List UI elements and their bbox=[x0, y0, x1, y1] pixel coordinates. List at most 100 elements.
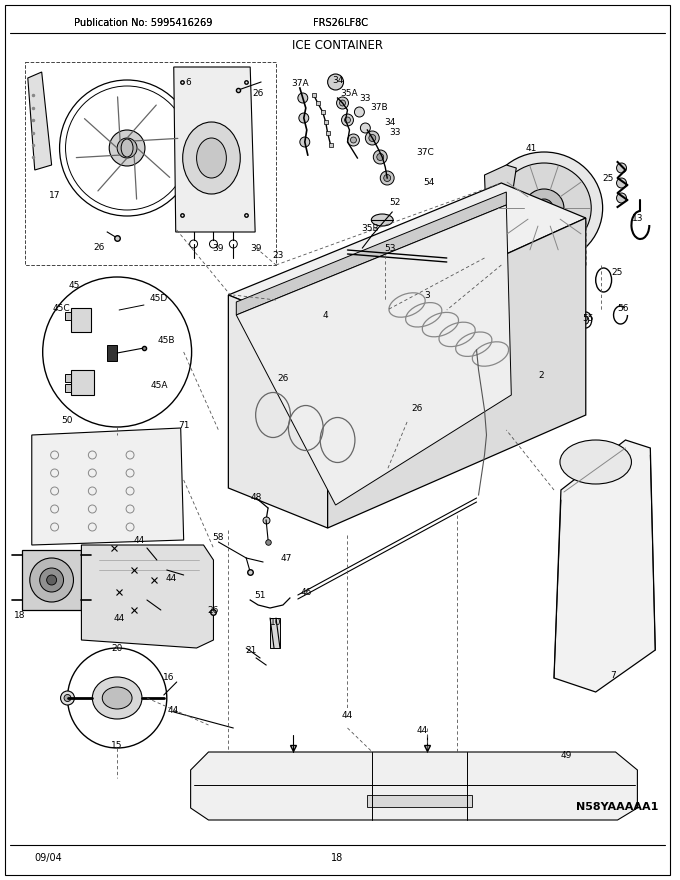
Text: 13: 13 bbox=[632, 214, 643, 223]
Circle shape bbox=[298, 93, 308, 103]
Circle shape bbox=[617, 163, 626, 173]
Text: 18: 18 bbox=[331, 853, 343, 863]
Text: 25: 25 bbox=[602, 173, 613, 182]
Ellipse shape bbox=[497, 163, 591, 253]
Polygon shape bbox=[65, 384, 71, 392]
Text: 18: 18 bbox=[14, 611, 26, 620]
Text: 44: 44 bbox=[114, 613, 124, 622]
Text: 3: 3 bbox=[424, 290, 430, 299]
Text: 7: 7 bbox=[611, 671, 617, 679]
Text: 44: 44 bbox=[133, 536, 145, 545]
Ellipse shape bbox=[102, 687, 132, 709]
Circle shape bbox=[43, 277, 192, 427]
Text: 53: 53 bbox=[384, 244, 396, 253]
Circle shape bbox=[190, 240, 198, 248]
Ellipse shape bbox=[535, 199, 553, 217]
Text: 71: 71 bbox=[178, 421, 190, 429]
Text: 44: 44 bbox=[165, 574, 176, 583]
Polygon shape bbox=[236, 192, 507, 315]
Polygon shape bbox=[65, 374, 71, 382]
Text: 16: 16 bbox=[163, 672, 175, 681]
Text: 4: 4 bbox=[323, 311, 328, 319]
Text: 37A: 37A bbox=[291, 78, 309, 87]
Text: 54: 54 bbox=[423, 178, 435, 187]
Text: 26: 26 bbox=[277, 373, 288, 383]
Circle shape bbox=[60, 80, 194, 216]
Ellipse shape bbox=[92, 677, 142, 719]
Text: 26: 26 bbox=[208, 605, 219, 614]
Ellipse shape bbox=[30, 558, 73, 602]
Circle shape bbox=[360, 123, 371, 133]
Polygon shape bbox=[228, 295, 328, 528]
Polygon shape bbox=[32, 428, 184, 545]
Text: 55: 55 bbox=[582, 313, 594, 322]
Text: 45D: 45D bbox=[150, 294, 168, 303]
Text: 49: 49 bbox=[560, 751, 572, 759]
Text: 26: 26 bbox=[94, 243, 105, 252]
Text: 48: 48 bbox=[250, 493, 262, 502]
Circle shape bbox=[377, 153, 384, 160]
Ellipse shape bbox=[486, 152, 602, 264]
Ellipse shape bbox=[183, 122, 240, 194]
Text: 21: 21 bbox=[245, 646, 257, 655]
Circle shape bbox=[380, 171, 394, 185]
Bar bbox=[22, 550, 82, 610]
Circle shape bbox=[109, 130, 145, 166]
Circle shape bbox=[369, 135, 376, 142]
Ellipse shape bbox=[371, 214, 393, 226]
Text: 20: 20 bbox=[112, 643, 123, 652]
Circle shape bbox=[617, 178, 626, 188]
Bar bbox=[367, 795, 472, 807]
Circle shape bbox=[341, 114, 354, 126]
Text: 37B: 37B bbox=[371, 102, 388, 112]
Text: 37C: 37C bbox=[416, 148, 434, 157]
Text: 33: 33 bbox=[390, 128, 401, 136]
Circle shape bbox=[61, 691, 75, 705]
Circle shape bbox=[328, 74, 343, 90]
Polygon shape bbox=[554, 440, 656, 692]
Bar bbox=[270, 618, 280, 648]
Text: 58: 58 bbox=[213, 532, 224, 541]
Text: 15: 15 bbox=[112, 740, 123, 750]
Ellipse shape bbox=[121, 139, 133, 157]
Ellipse shape bbox=[197, 138, 226, 178]
Circle shape bbox=[384, 174, 391, 181]
Circle shape bbox=[350, 137, 356, 143]
Polygon shape bbox=[485, 165, 516, 228]
Ellipse shape bbox=[524, 189, 564, 227]
Text: Publication No: 5995416269: Publication No: 5995416269 bbox=[75, 18, 213, 28]
Circle shape bbox=[365, 131, 379, 145]
Ellipse shape bbox=[39, 568, 63, 592]
Text: 6: 6 bbox=[186, 77, 192, 86]
Text: 56: 56 bbox=[617, 304, 629, 312]
Text: 39: 39 bbox=[250, 244, 262, 253]
Text: 41: 41 bbox=[526, 143, 537, 152]
Text: 34: 34 bbox=[332, 76, 343, 84]
Text: 52: 52 bbox=[390, 197, 401, 207]
Polygon shape bbox=[328, 218, 585, 528]
Text: 44: 44 bbox=[416, 725, 428, 735]
Text: 46: 46 bbox=[300, 588, 311, 597]
Text: 25: 25 bbox=[612, 268, 624, 276]
Text: 45C: 45C bbox=[53, 304, 70, 312]
Circle shape bbox=[67, 648, 167, 748]
Text: 34: 34 bbox=[384, 118, 396, 127]
Text: Publication No: 5995416269: Publication No: 5995416269 bbox=[75, 18, 213, 28]
Ellipse shape bbox=[583, 316, 589, 324]
Circle shape bbox=[345, 117, 350, 123]
Polygon shape bbox=[71, 308, 91, 332]
Circle shape bbox=[347, 134, 360, 146]
Text: 44: 44 bbox=[342, 710, 353, 720]
Text: 17: 17 bbox=[49, 190, 61, 200]
Text: 44: 44 bbox=[167, 706, 178, 715]
Text: 09/04: 09/04 bbox=[35, 853, 63, 863]
Bar bbox=[107, 345, 117, 361]
Text: ICE CONTAINER: ICE CONTAINER bbox=[292, 39, 383, 52]
Text: 35A: 35A bbox=[341, 89, 358, 98]
Circle shape bbox=[373, 150, 387, 164]
Polygon shape bbox=[228, 183, 585, 335]
Text: N58YAAAAA1: N58YAAAAA1 bbox=[576, 802, 658, 812]
Circle shape bbox=[300, 137, 310, 147]
Circle shape bbox=[617, 193, 626, 203]
Polygon shape bbox=[71, 370, 95, 395]
